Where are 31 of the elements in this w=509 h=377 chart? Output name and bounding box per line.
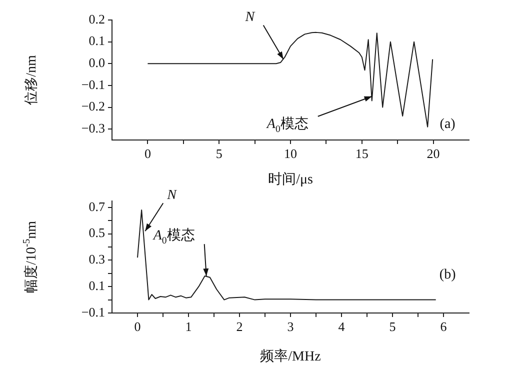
x-axis-title: 频率/MHz <box>260 348 321 365</box>
annotation: N <box>166 188 178 203</box>
x-tick-label: 6 <box>440 319 448 334</box>
y-tick-label: 0.5 <box>88 225 105 240</box>
x-tick-label: 5 <box>389 319 396 334</box>
x-tick-label: 0 <box>134 319 141 334</box>
y-tick-label: 0.0 <box>88 55 105 70</box>
x-tick-label: 0 <box>144 146 151 162</box>
x-tick-label: 10 <box>284 146 297 162</box>
x-tick-label: 4 <box>338 319 346 334</box>
annotation: (b) <box>439 268 456 283</box>
y-tick-label: 0.3 <box>88 252 105 267</box>
y-axis-title: 幅度/10-5nm <box>22 220 40 293</box>
y-tick-label: 0.1 <box>88 278 105 294</box>
x-tick-label: 15 <box>355 146 368 162</box>
y-tick-label: 0.1 <box>88 33 105 48</box>
annotation: (a) <box>440 117 456 132</box>
y-tick-label: −0.3 <box>81 120 105 136</box>
y-tick-label: 0.2 <box>88 11 105 26</box>
y-tick-label: −0.2 <box>81 98 105 114</box>
x-tick-label: 20 <box>426 146 440 162</box>
y-tick-label: 0.7 <box>88 198 106 214</box>
x-tick-label: 5 <box>216 146 222 162</box>
x-tick-label: 1 <box>185 319 192 334</box>
x-axis-title: 时间/μs <box>268 172 313 188</box>
x-tick-label: 2 <box>236 319 243 334</box>
x-tick-label: 3 <box>287 319 294 334</box>
y-tick-label: −0.1 <box>81 76 105 92</box>
y-tick-label: −0.1 <box>81 304 105 320</box>
y-axis-title: 位移/nm <box>24 55 40 105</box>
annotation: N <box>244 10 256 25</box>
